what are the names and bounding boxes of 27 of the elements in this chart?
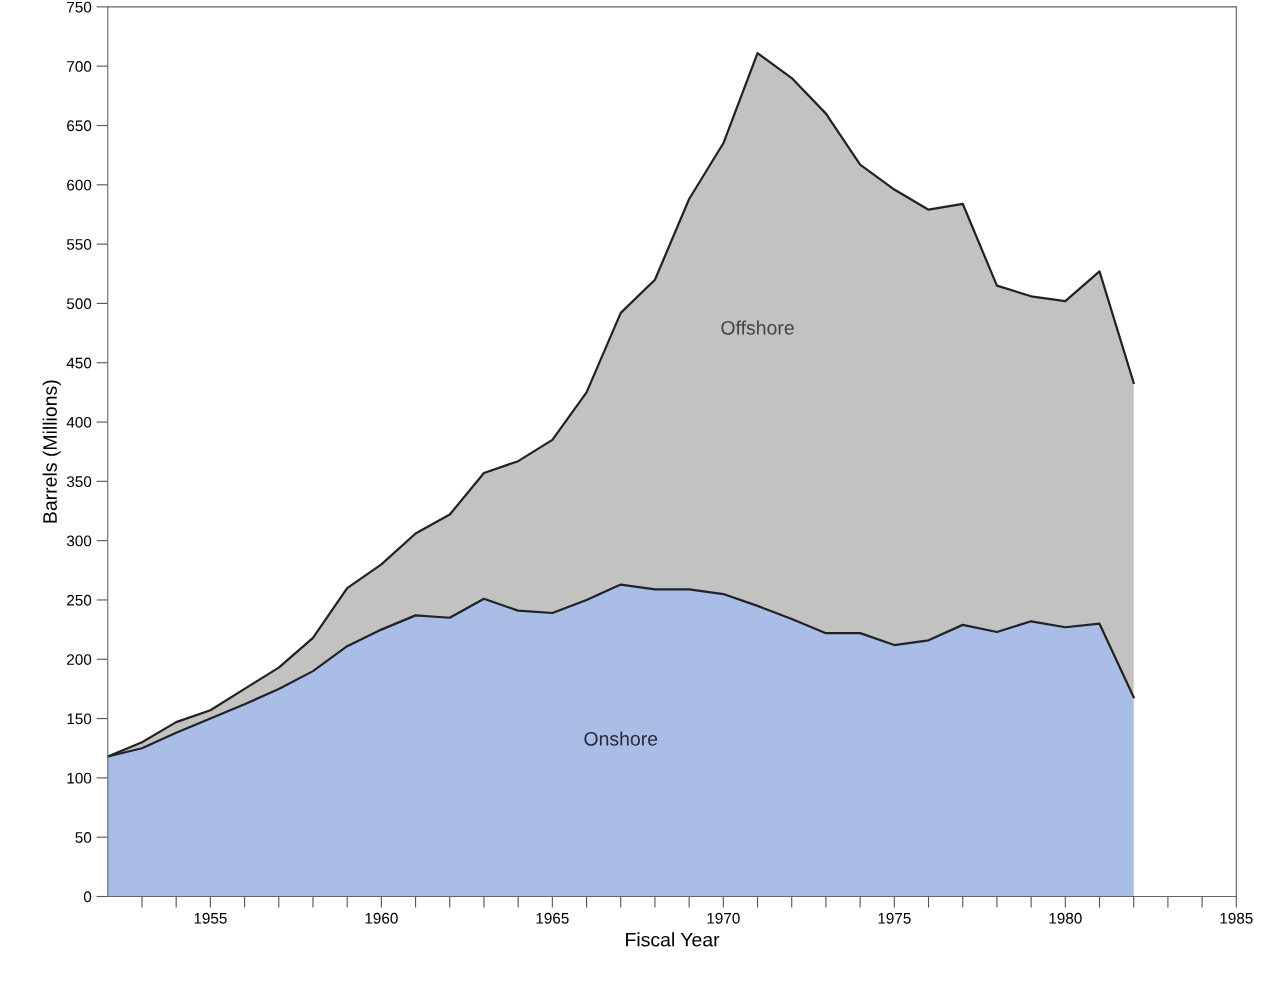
y-tick-label: 450 [66,357,92,369]
x-tick-label: 1965 [536,912,569,924]
x-axis-title: Fiscal Year [626,932,720,947]
x-tick-label: 1985 [1220,912,1253,924]
x-tick-label: 1980 [1049,912,1082,924]
y-tick-label: 650 [67,120,92,132]
y-tick-label: 400 [66,416,92,428]
y-tick-label: 200 [67,654,92,665]
y-tick-label: 50 [75,832,92,843]
y-tick-label: 0 [83,891,92,903]
y-tick-label: 700 [67,61,92,72]
series-label: Onshore [584,731,658,746]
y-tick-label: 600 [67,179,92,191]
y-axis-title: Barrels (Millions) [42,380,61,523]
x-tick-label: 1955 [194,912,227,924]
x-tick-label: 1975 [878,912,911,924]
y-tick-label: 150 [67,713,92,725]
x-tick-label: 1970 [707,912,740,924]
y-tick-label: 750 [67,1,92,13]
y-tick-label: 500 [66,298,92,310]
series-label: Offshore [721,320,794,335]
y-tick-label: 100 [67,772,92,784]
y-tick-label: 550 [66,238,92,250]
y-tick-label: 250 [67,594,92,606]
y-tick-label: 300 [66,535,92,547]
y-tick-label: 350 [66,476,92,488]
x-tick-label: 1960 [365,912,398,924]
